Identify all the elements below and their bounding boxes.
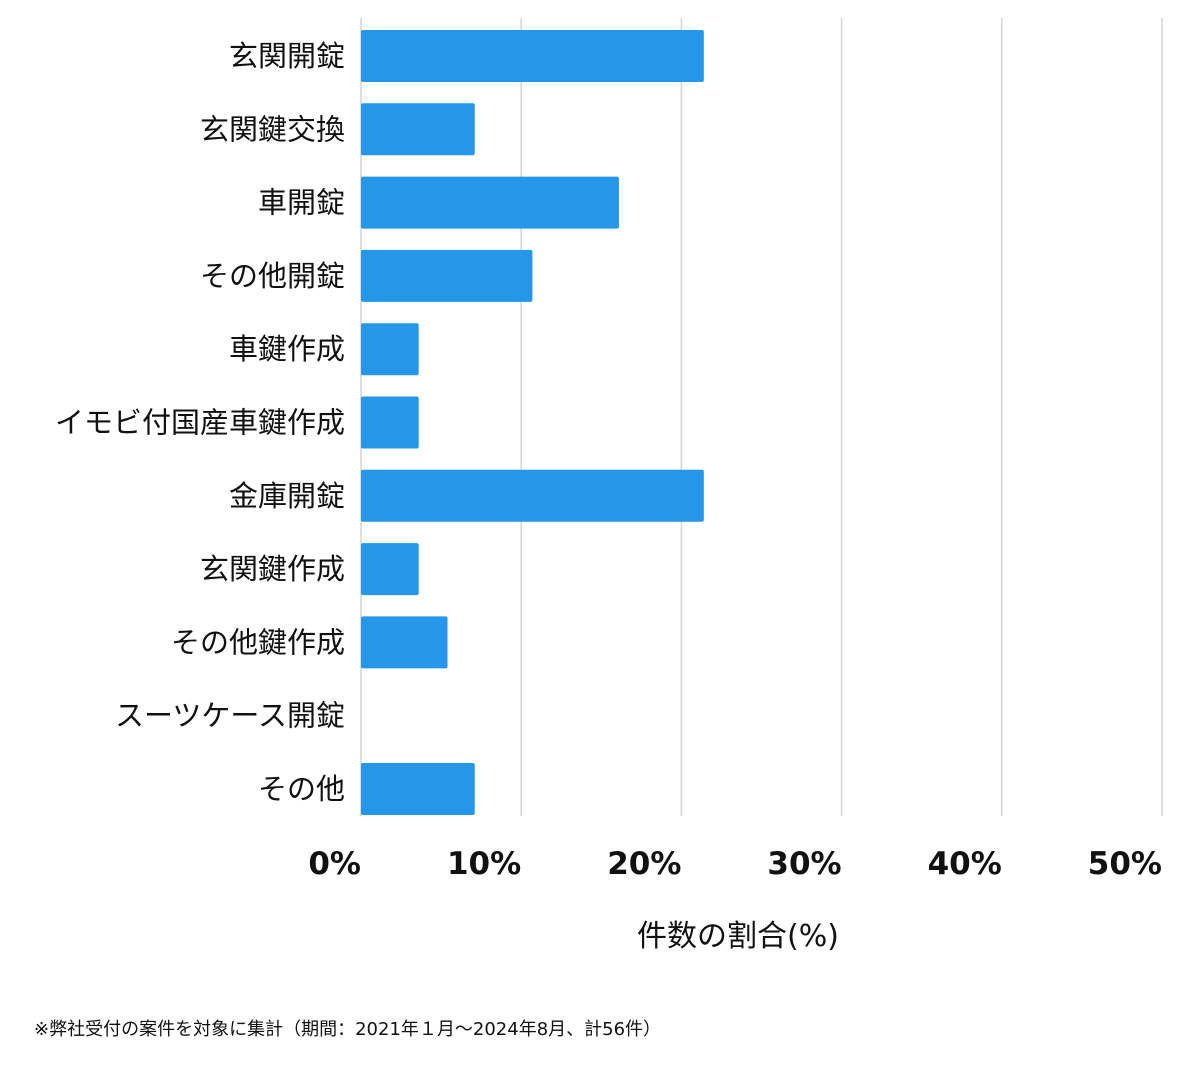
x-tick-labels: 0% 10% 20% 30% 40% 50% (308, 846, 1162, 882)
bar (361, 543, 419, 596)
x-tick-label: 0% (308, 846, 361, 882)
category-label: 金庫開錠 (229, 479, 345, 513)
category-label: 車開錠 (258, 186, 345, 220)
bar (361, 323, 419, 376)
bar (361, 616, 448, 669)
x-tick-label: 50% (1088, 846, 1162, 882)
footnote: ※弊社受付の案件を対象に集計（期間：2021年１月〜2024年8月、計56件） (34, 1019, 662, 1040)
bar (361, 30, 704, 82)
x-axis-title: 件数の割合(%) (637, 919, 839, 954)
grid-lines (360, 18, 1163, 816)
x-tick-label: 40% (928, 846, 1002, 882)
category-label: スーツケース開錠 (115, 699, 345, 733)
category-labels: 玄関開錠玄関鍵交換車開錠その他開錠車鍵作成イモビ付国産車鍵作成金庫開錠玄関鍵作成… (55, 39, 345, 806)
bar (361, 249, 533, 302)
category-label: その他開錠 (200, 259, 345, 293)
x-tick-label: 10% (447, 846, 521, 882)
x-tick-label: 30% (767, 846, 841, 882)
bar (361, 103, 475, 156)
x-tick-label: 20% (607, 846, 681, 882)
category-label: 車鍵作成 (229, 332, 345, 366)
category-label: 玄関鍵交換 (200, 112, 345, 146)
category-label: その他 (258, 772, 345, 806)
category-label: イモビ付国産車鍵作成 (55, 406, 345, 440)
bar (361, 763, 475, 815)
bar (361, 396, 419, 449)
bar (361, 176, 619, 229)
category-label: 玄関開錠 (229, 39, 345, 73)
bar (361, 469, 704, 522)
bars (361, 30, 704, 815)
category-label: その他鍵作成 (171, 625, 345, 659)
category-label: 玄関鍵作成 (200, 552, 345, 586)
